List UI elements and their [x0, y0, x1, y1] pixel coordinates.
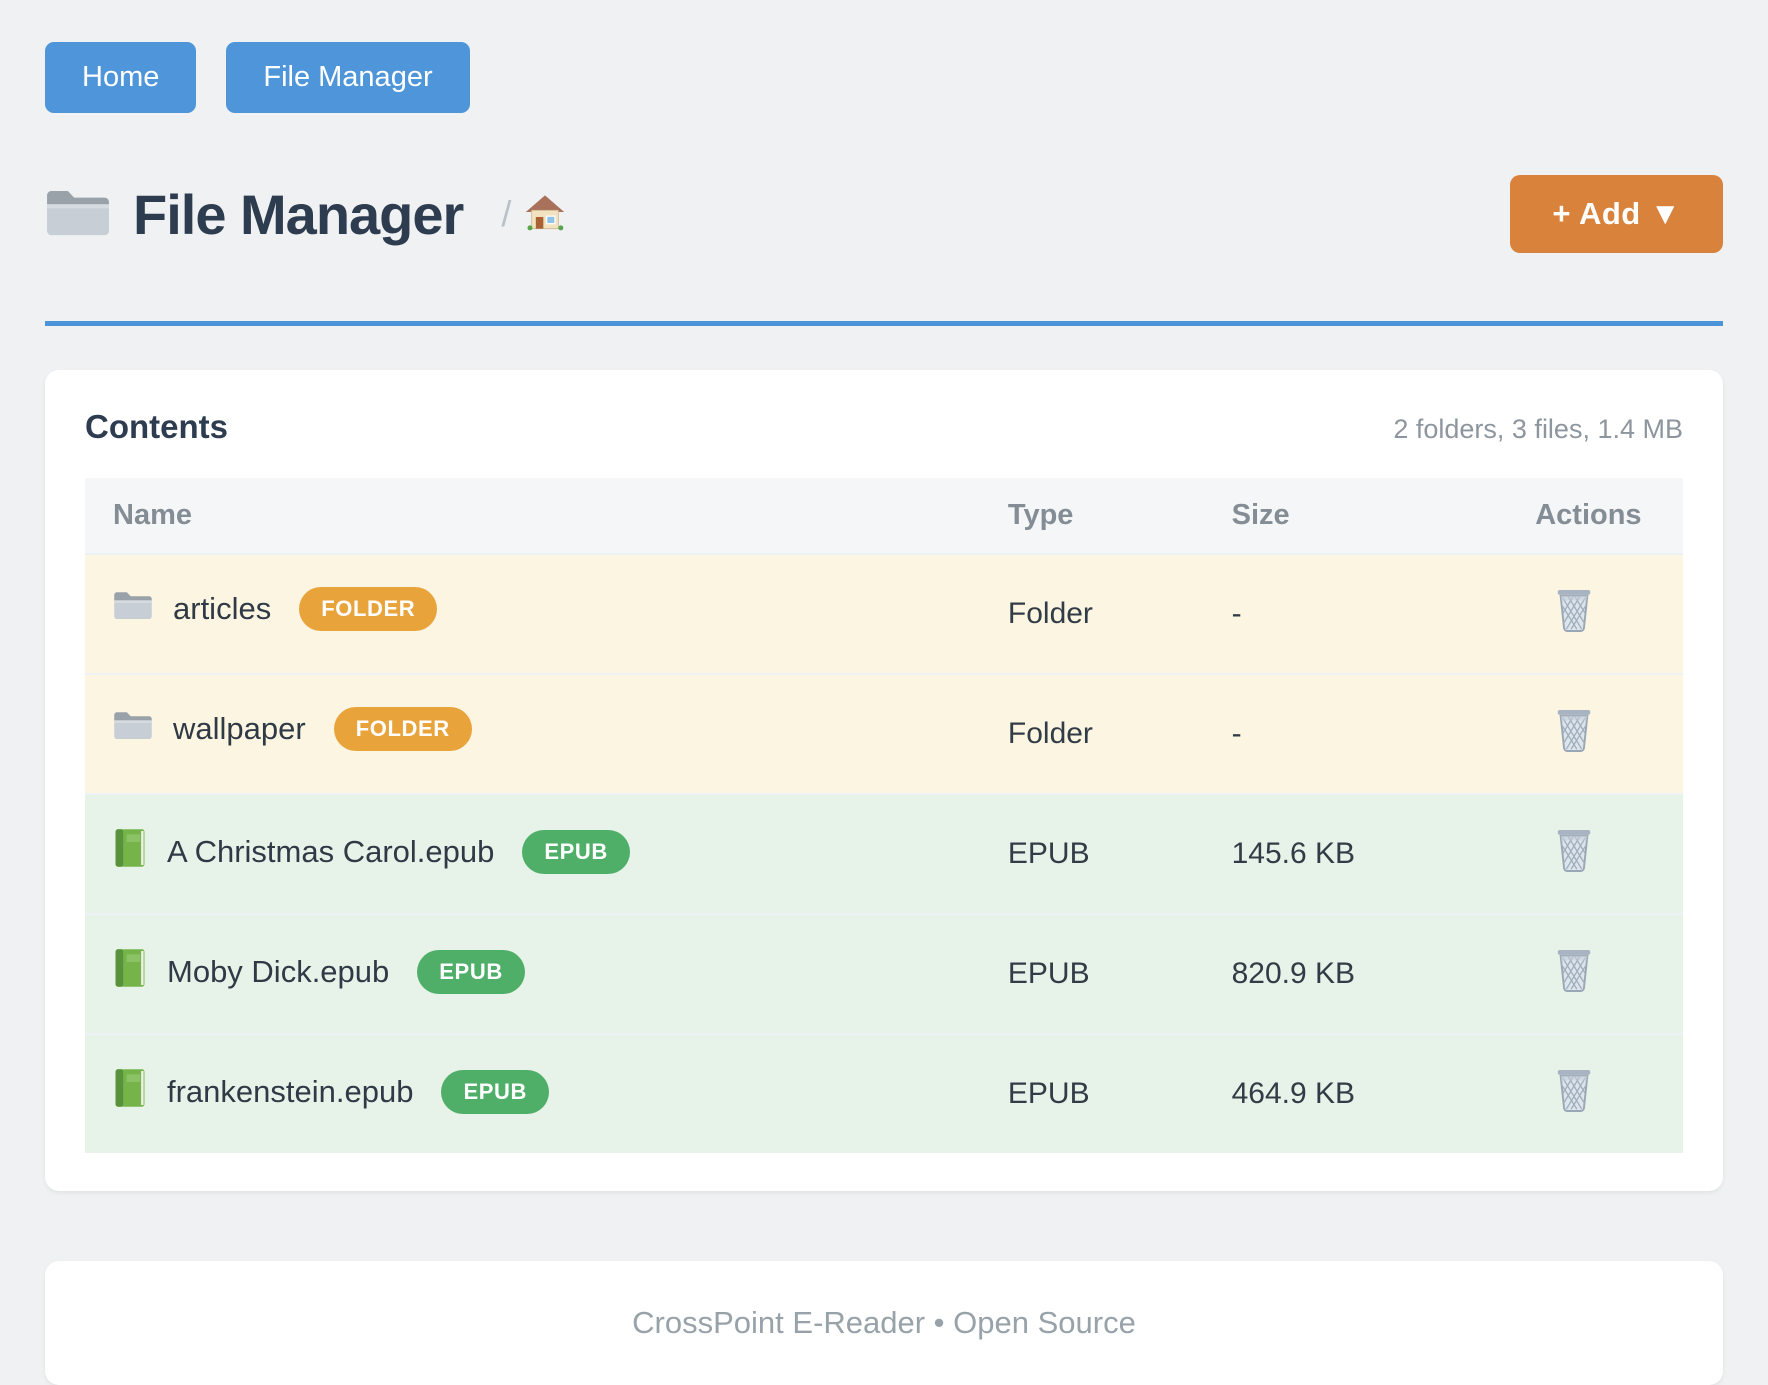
- size-cell: -: [1231, 717, 1242, 750]
- book-icon: [113, 827, 147, 877]
- actions-cell: [1507, 1034, 1683, 1153]
- file-table-head: Name Type Size Actions: [85, 478, 1683, 554]
- size-cell: 820.9 KB: [1231, 957, 1356, 990]
- file-type-badge: EPUB: [441, 1070, 549, 1114]
- table-row: articles FOLDER Folder -: [85, 554, 1683, 674]
- folder-icon: [113, 588, 153, 630]
- header-row: Name Type Size Actions: [85, 478, 1683, 554]
- file-type-badge: FOLDER: [333, 707, 472, 751]
- file-name[interactable]: Moby Dick.epub: [167, 954, 390, 989]
- type-cell: EPUB: [1007, 837, 1090, 870]
- delete-button[interactable]: [1553, 1067, 1595, 1113]
- file-type-badge: EPUB: [522, 830, 630, 874]
- page-title: File Manager: [133, 182, 464, 246]
- table-row: A Christmas Carol.epub EPUB EPUB 145.6 K…: [85, 794, 1683, 914]
- file-manager-nav-button[interactable]: File Manager: [226, 42, 470, 113]
- breadcrumb-separator: /: [501, 193, 512, 234]
- contents-title: Contents: [85, 408, 228, 445]
- file-name[interactable]: articles: [173, 591, 272, 626]
- actions-cell: [1507, 674, 1683, 794]
- file-type-badge: EPUB: [417, 950, 525, 994]
- type-cell: Folder: [1007, 597, 1093, 630]
- footer: CrossPoint E-Reader • Open Source: [45, 1261, 1723, 1385]
- actions-cell: [1507, 554, 1683, 674]
- column-header-size: Size: [1203, 478, 1508, 554]
- name-cell: A Christmas Carol.epub EPUB: [85, 795, 980, 909]
- name-cell: wallpaper FOLDER: [85, 675, 980, 783]
- size-cell: -: [1231, 597, 1242, 630]
- type-cell: EPUB: [1007, 1077, 1090, 1110]
- actions-cell: [1507, 794, 1683, 914]
- title-divider: [45, 321, 1723, 326]
- size-cell: 464.9 KB: [1231, 1077, 1356, 1110]
- type-cell: EPUB: [1007, 957, 1090, 990]
- name-cell: Moby Dick.epub EPUB: [85, 915, 980, 1029]
- home-nav-button[interactable]: Home: [45, 42, 197, 113]
- delete-button[interactable]: [1553, 827, 1595, 873]
- folder-icon: [113, 708, 153, 750]
- type-cell: Folder: [1007, 717, 1093, 750]
- home-icon[interactable]: [525, 193, 565, 236]
- delete-button[interactable]: [1553, 947, 1595, 993]
- page-header: File Manager / + Add ▼: [45, 175, 1723, 253]
- size-cell: 145.6 KB: [1231, 837, 1356, 870]
- delete-button[interactable]: [1553, 587, 1595, 633]
- name-cell: frankenstein.epub EPUB: [85, 1035, 980, 1149]
- breadcrumb: /: [501, 193, 565, 236]
- column-header-type: Type: [979, 478, 1204, 554]
- add-button[interactable]: + Add ▼: [1510, 175, 1723, 253]
- book-icon: [113, 1067, 147, 1117]
- contents-summary: 2 folders, 3 files, 1.4 MB: [1393, 414, 1683, 444]
- contents-card: Contents 2 folders, 3 files, 1.4 MB Name…: [45, 370, 1723, 1191]
- actions-cell: [1507, 914, 1683, 1034]
- file-table: Name Type Size Actions: [85, 478, 1683, 1153]
- file-name[interactable]: wallpaper: [173, 711, 306, 746]
- delete-button[interactable]: [1553, 707, 1595, 753]
- file-type-badge: FOLDER: [299, 587, 438, 631]
- file-name[interactable]: A Christmas Carol.epub: [167, 834, 495, 869]
- table-row: frankenstein.epub EPUB EPUB 464.9 KB: [85, 1034, 1683, 1153]
- table-row: Moby Dick.epub EPUB EPUB 820.9 KB: [85, 914, 1683, 1034]
- title-group: File Manager /: [45, 182, 565, 247]
- contents-card-header: Contents 2 folders, 3 files, 1.4 MB: [85, 408, 1683, 446]
- top-nav: Home File Manager: [45, 42, 1723, 113]
- table-row: wallpaper FOLDER Folder -: [85, 674, 1683, 794]
- column-header-actions: Actions: [1507, 478, 1683, 554]
- file-name[interactable]: frankenstein.epub: [167, 1074, 414, 1109]
- name-cell: articles FOLDER: [85, 555, 980, 663]
- folder-icon: [45, 185, 111, 244]
- footer-text: CrossPoint E-Reader • Open Source: [632, 1305, 1136, 1340]
- book-icon: [113, 947, 147, 997]
- column-header-name: Name: [85, 478, 980, 554]
- file-table-body: articles FOLDER Folder -: [85, 554, 1683, 1153]
